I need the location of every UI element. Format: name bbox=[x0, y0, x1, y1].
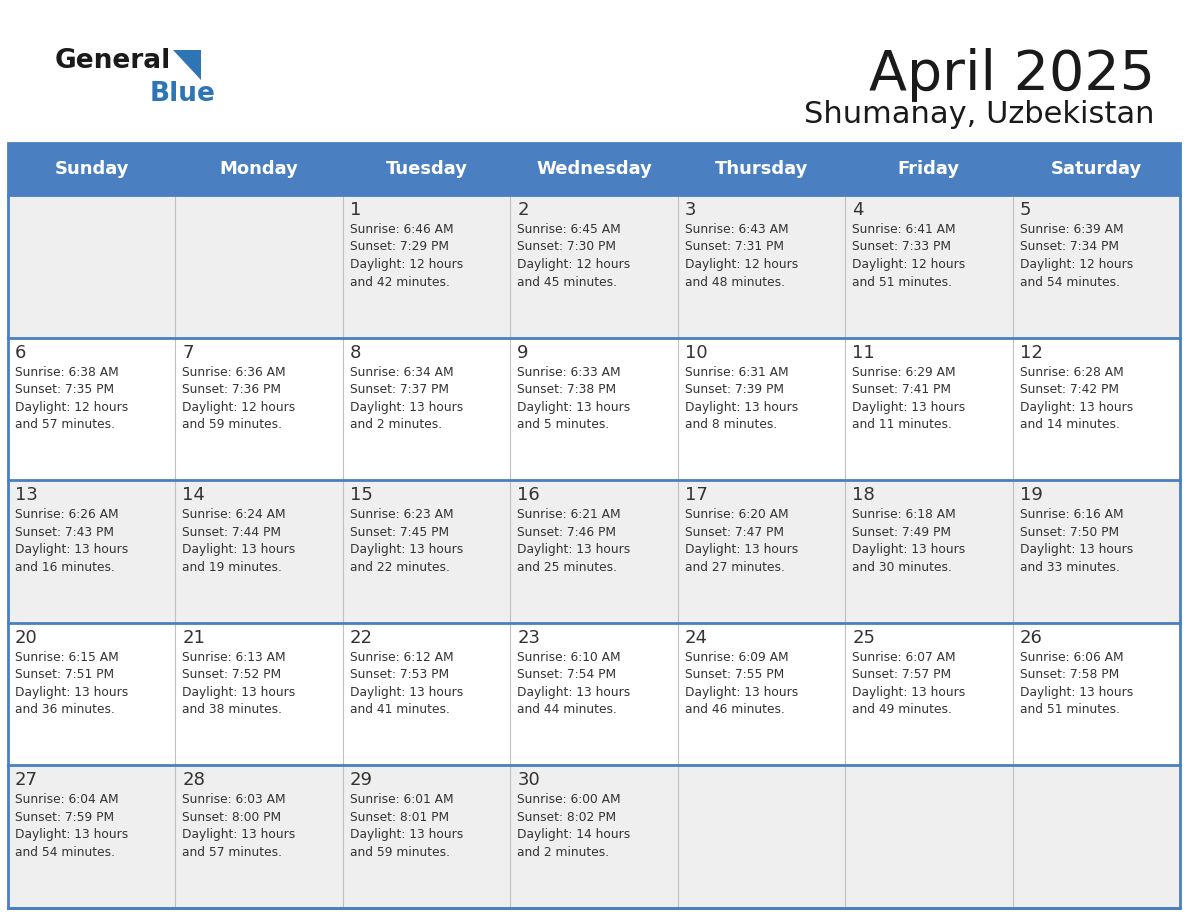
Text: Sunrise: 6:23 AM
Sunset: 7:45 PM
Daylight: 13 hours
and 22 minutes.: Sunrise: 6:23 AM Sunset: 7:45 PM Dayligh… bbox=[349, 509, 463, 574]
Text: 14: 14 bbox=[183, 487, 206, 504]
Text: 11: 11 bbox=[852, 343, 874, 362]
Text: Sunrise: 6:18 AM
Sunset: 7:49 PM
Daylight: 13 hours
and 30 minutes.: Sunrise: 6:18 AM Sunset: 7:49 PM Dayligh… bbox=[852, 509, 966, 574]
Text: Sunrise: 6:24 AM
Sunset: 7:44 PM
Daylight: 13 hours
and 19 minutes.: Sunrise: 6:24 AM Sunset: 7:44 PM Dayligh… bbox=[183, 509, 296, 574]
Text: 15: 15 bbox=[349, 487, 373, 504]
Text: 6: 6 bbox=[15, 343, 26, 362]
Bar bbox=[343, 143, 511, 195]
Polygon shape bbox=[173, 50, 201, 80]
Text: Friday: Friday bbox=[898, 160, 960, 178]
Text: April 2025: April 2025 bbox=[868, 48, 1155, 102]
Text: Saturday: Saturday bbox=[1050, 160, 1142, 178]
Text: 19: 19 bbox=[1019, 487, 1042, 504]
Text: 30: 30 bbox=[517, 771, 541, 789]
Text: Sunrise: 6:21 AM
Sunset: 7:46 PM
Daylight: 13 hours
and 25 minutes.: Sunrise: 6:21 AM Sunset: 7:46 PM Dayligh… bbox=[517, 509, 631, 574]
Bar bbox=[8, 480, 1180, 622]
Text: 13: 13 bbox=[15, 487, 38, 504]
Text: 8: 8 bbox=[349, 343, 361, 362]
Text: Sunrise: 6:16 AM
Sunset: 7:50 PM
Daylight: 13 hours
and 33 minutes.: Sunrise: 6:16 AM Sunset: 7:50 PM Dayligh… bbox=[1019, 509, 1133, 574]
Text: Sunrise: 6:41 AM
Sunset: 7:33 PM
Daylight: 12 hours
and 51 minutes.: Sunrise: 6:41 AM Sunset: 7:33 PM Dayligh… bbox=[852, 223, 966, 288]
Bar bbox=[8, 766, 1180, 908]
Text: 7: 7 bbox=[183, 343, 194, 362]
Text: Sunrise: 6:13 AM
Sunset: 7:52 PM
Daylight: 13 hours
and 38 minutes.: Sunrise: 6:13 AM Sunset: 7:52 PM Dayligh… bbox=[183, 651, 296, 716]
Text: Thursday: Thursday bbox=[715, 160, 808, 178]
Text: Sunrise: 6:04 AM
Sunset: 7:59 PM
Daylight: 13 hours
and 54 minutes.: Sunrise: 6:04 AM Sunset: 7:59 PM Dayligh… bbox=[15, 793, 128, 859]
Bar bbox=[8, 143, 1180, 908]
Text: 25: 25 bbox=[852, 629, 876, 647]
Text: Sunrise: 6:36 AM
Sunset: 7:36 PM
Daylight: 12 hours
and 59 minutes.: Sunrise: 6:36 AM Sunset: 7:36 PM Dayligh… bbox=[183, 365, 296, 431]
Text: 1: 1 bbox=[349, 201, 361, 219]
Text: 28: 28 bbox=[183, 771, 206, 789]
Text: Sunrise: 6:43 AM
Sunset: 7:31 PM
Daylight: 12 hours
and 48 minutes.: Sunrise: 6:43 AM Sunset: 7:31 PM Dayligh… bbox=[684, 223, 798, 288]
Text: Sunrise: 6:26 AM
Sunset: 7:43 PM
Daylight: 13 hours
and 16 minutes.: Sunrise: 6:26 AM Sunset: 7:43 PM Dayligh… bbox=[15, 509, 128, 574]
Text: 10: 10 bbox=[684, 343, 707, 362]
Text: 24: 24 bbox=[684, 629, 708, 647]
Text: 4: 4 bbox=[852, 201, 864, 219]
Text: Sunrise: 6:10 AM
Sunset: 7:54 PM
Daylight: 13 hours
and 44 minutes.: Sunrise: 6:10 AM Sunset: 7:54 PM Dayligh… bbox=[517, 651, 631, 716]
Text: Sunrise: 6:33 AM
Sunset: 7:38 PM
Daylight: 13 hours
and 5 minutes.: Sunrise: 6:33 AM Sunset: 7:38 PM Dayligh… bbox=[517, 365, 631, 431]
Text: 26: 26 bbox=[1019, 629, 1042, 647]
Bar bbox=[8, 143, 176, 195]
Text: 23: 23 bbox=[517, 629, 541, 647]
Text: Sunrise: 6:20 AM
Sunset: 7:47 PM
Daylight: 13 hours
and 27 minutes.: Sunrise: 6:20 AM Sunset: 7:47 PM Dayligh… bbox=[684, 509, 798, 574]
Text: Sunrise: 6:34 AM
Sunset: 7:37 PM
Daylight: 13 hours
and 2 minutes.: Sunrise: 6:34 AM Sunset: 7:37 PM Dayligh… bbox=[349, 365, 463, 431]
Text: Wednesday: Wednesday bbox=[536, 160, 652, 178]
Text: 21: 21 bbox=[183, 629, 206, 647]
Text: 27: 27 bbox=[15, 771, 38, 789]
Bar bbox=[8, 622, 1180, 766]
Text: Monday: Monday bbox=[220, 160, 298, 178]
Text: Sunrise: 6:39 AM
Sunset: 7:34 PM
Daylight: 12 hours
and 54 minutes.: Sunrise: 6:39 AM Sunset: 7:34 PM Dayligh… bbox=[1019, 223, 1133, 288]
Text: Sunrise: 6:03 AM
Sunset: 8:00 PM
Daylight: 13 hours
and 57 minutes.: Sunrise: 6:03 AM Sunset: 8:00 PM Dayligh… bbox=[183, 793, 296, 859]
Bar bbox=[1012, 143, 1180, 195]
Text: 3: 3 bbox=[684, 201, 696, 219]
Text: Sunrise: 6:06 AM
Sunset: 7:58 PM
Daylight: 13 hours
and 51 minutes.: Sunrise: 6:06 AM Sunset: 7:58 PM Dayligh… bbox=[1019, 651, 1133, 716]
Text: Sunrise: 6:29 AM
Sunset: 7:41 PM
Daylight: 13 hours
and 11 minutes.: Sunrise: 6:29 AM Sunset: 7:41 PM Dayligh… bbox=[852, 365, 966, 431]
Text: 29: 29 bbox=[349, 771, 373, 789]
Text: Sunrise: 6:09 AM
Sunset: 7:55 PM
Daylight: 13 hours
and 46 minutes.: Sunrise: 6:09 AM Sunset: 7:55 PM Dayligh… bbox=[684, 651, 798, 716]
Text: General: General bbox=[55, 48, 171, 74]
Text: Sunrise: 6:15 AM
Sunset: 7:51 PM
Daylight: 13 hours
and 36 minutes.: Sunrise: 6:15 AM Sunset: 7:51 PM Dayligh… bbox=[15, 651, 128, 716]
Bar bbox=[845, 143, 1012, 195]
Text: 9: 9 bbox=[517, 343, 529, 362]
Text: Sunrise: 6:28 AM
Sunset: 7:42 PM
Daylight: 13 hours
and 14 minutes.: Sunrise: 6:28 AM Sunset: 7:42 PM Dayligh… bbox=[1019, 365, 1133, 431]
Bar bbox=[511, 143, 677, 195]
Text: Shumanay, Uzbekistan: Shumanay, Uzbekistan bbox=[804, 100, 1155, 129]
Bar bbox=[8, 195, 1180, 338]
Text: 2: 2 bbox=[517, 201, 529, 219]
Text: Blue: Blue bbox=[150, 81, 216, 107]
Text: Sunrise: 6:01 AM
Sunset: 8:01 PM
Daylight: 13 hours
and 59 minutes.: Sunrise: 6:01 AM Sunset: 8:01 PM Dayligh… bbox=[349, 793, 463, 859]
Text: Sunrise: 6:31 AM
Sunset: 7:39 PM
Daylight: 13 hours
and 8 minutes.: Sunrise: 6:31 AM Sunset: 7:39 PM Dayligh… bbox=[684, 365, 798, 431]
Text: Sunrise: 6:12 AM
Sunset: 7:53 PM
Daylight: 13 hours
and 41 minutes.: Sunrise: 6:12 AM Sunset: 7:53 PM Dayligh… bbox=[349, 651, 463, 716]
Text: Sunrise: 6:38 AM
Sunset: 7:35 PM
Daylight: 12 hours
and 57 minutes.: Sunrise: 6:38 AM Sunset: 7:35 PM Dayligh… bbox=[15, 365, 128, 431]
Text: 18: 18 bbox=[852, 487, 874, 504]
Bar bbox=[176, 143, 343, 195]
Text: 12: 12 bbox=[1019, 343, 1042, 362]
Bar bbox=[8, 338, 1180, 480]
Text: 20: 20 bbox=[15, 629, 38, 647]
Text: Sunrise: 6:00 AM
Sunset: 8:02 PM
Daylight: 14 hours
and 2 minutes.: Sunrise: 6:00 AM Sunset: 8:02 PM Dayligh… bbox=[517, 793, 631, 859]
Text: Sunrise: 6:45 AM
Sunset: 7:30 PM
Daylight: 12 hours
and 45 minutes.: Sunrise: 6:45 AM Sunset: 7:30 PM Dayligh… bbox=[517, 223, 631, 288]
Text: 22: 22 bbox=[349, 629, 373, 647]
Text: Sunday: Sunday bbox=[55, 160, 129, 178]
Text: Sunrise: 6:46 AM
Sunset: 7:29 PM
Daylight: 12 hours
and 42 minutes.: Sunrise: 6:46 AM Sunset: 7:29 PM Dayligh… bbox=[349, 223, 463, 288]
Text: Sunrise: 6:07 AM
Sunset: 7:57 PM
Daylight: 13 hours
and 49 minutes.: Sunrise: 6:07 AM Sunset: 7:57 PM Dayligh… bbox=[852, 651, 966, 716]
Text: 5: 5 bbox=[1019, 201, 1031, 219]
Bar bbox=[677, 143, 845, 195]
Text: 17: 17 bbox=[684, 487, 708, 504]
Text: 16: 16 bbox=[517, 487, 541, 504]
Text: Tuesday: Tuesday bbox=[386, 160, 468, 178]
